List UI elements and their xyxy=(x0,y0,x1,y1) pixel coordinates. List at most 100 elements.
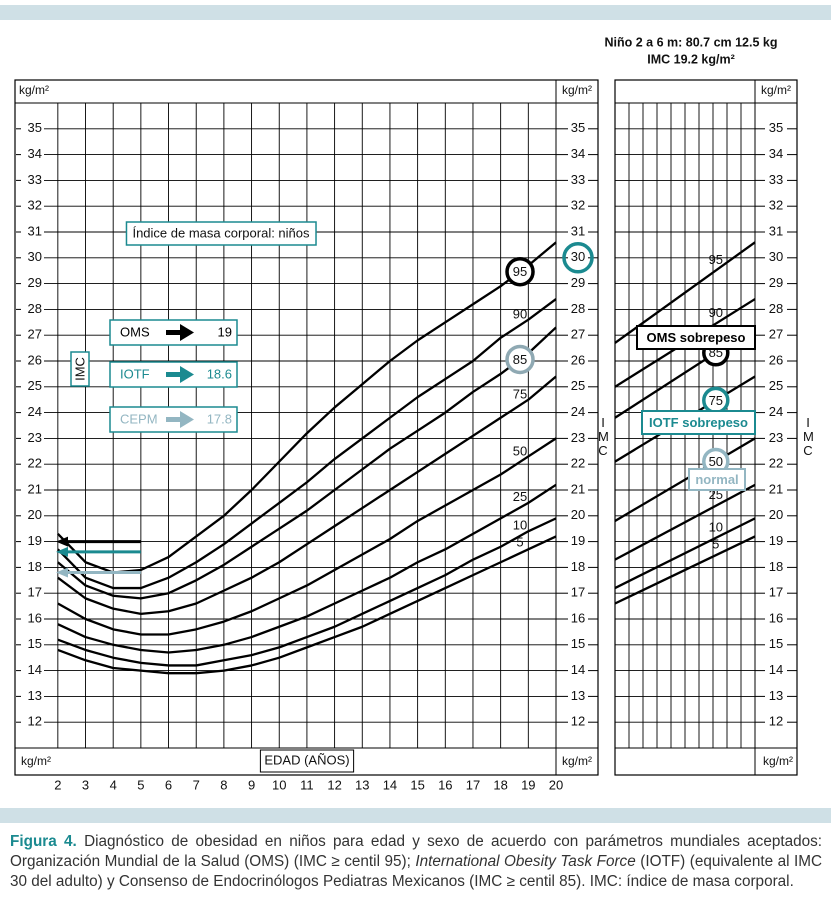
x-tick-label: 2 xyxy=(54,777,61,792)
y-tick-label: 30 xyxy=(769,249,783,264)
y-tick-label: 28 xyxy=(571,301,585,316)
unit-label: kg/m² xyxy=(562,754,592,768)
y-axis-label: IMC xyxy=(803,415,814,458)
y-tick-label: 19 xyxy=(571,533,585,548)
indicator-value: 17.8 xyxy=(207,411,232,426)
title-box xyxy=(125,221,317,246)
percentile-curve xyxy=(57,517,557,667)
percentile-curve xyxy=(57,483,557,654)
indicator-name: OMS xyxy=(120,324,150,339)
y-tick-label: 16 xyxy=(571,610,585,625)
y-tick-label: 30 xyxy=(28,249,42,264)
y-tick-label: 28 xyxy=(28,301,42,316)
series-label: 50 xyxy=(709,454,723,469)
right-curve xyxy=(614,535,756,605)
box-arrow-head xyxy=(180,411,194,428)
box-arrow-head xyxy=(180,324,194,341)
x-tick-label: 8 xyxy=(220,777,227,792)
right-curve xyxy=(614,437,756,522)
series-label: 25 xyxy=(513,489,527,504)
x-tick-label: 11 xyxy=(300,777,314,792)
x-tick-label: 19 xyxy=(521,777,535,792)
y-tick-label: 32 xyxy=(571,198,585,213)
series-label: 50 xyxy=(513,443,527,458)
header-line: Niño 2 a 6 m: 80.7 cm 12.5 kg xyxy=(605,35,778,49)
y-tick-label: 25 xyxy=(571,378,585,393)
imc-box xyxy=(70,351,90,387)
x-tick-label: 4 xyxy=(110,777,117,792)
y-tick-label: 33 xyxy=(769,172,783,187)
series-label: 85 xyxy=(513,352,527,367)
y-tick-label: 22 xyxy=(571,456,585,471)
y-tick-label: 33 xyxy=(28,172,42,187)
y-tick-label: 18 xyxy=(28,559,42,574)
header-line: IMC 19.2 kg/m² xyxy=(647,52,735,66)
imc-label: IMC xyxy=(72,357,87,381)
y-tick-label: 27 xyxy=(571,327,585,342)
indicator-arrow-head xyxy=(56,546,68,557)
y-tick-label: 25 xyxy=(769,378,783,393)
left-frame xyxy=(14,79,599,776)
x-tick-label: 16 xyxy=(438,777,452,792)
y-tick-label: 27 xyxy=(769,327,783,342)
y-tick-label: 18 xyxy=(571,559,585,574)
unit-label: kg/m² xyxy=(562,83,592,97)
figure-label: Figura 4. xyxy=(10,833,77,850)
x-label-box xyxy=(259,749,355,773)
percentile-curve xyxy=(57,326,557,600)
y-tick-label: 20 xyxy=(769,507,783,522)
y-tick-label: 31 xyxy=(769,223,783,238)
percentile-curve xyxy=(57,437,557,636)
y-tick-label: 15 xyxy=(28,636,42,651)
top-band xyxy=(0,5,831,20)
y-tick-label: 12 xyxy=(28,714,42,729)
y-tick-label: 33 xyxy=(571,172,585,187)
x-tick-label: 18 xyxy=(493,777,507,792)
indicator-name: CEPM xyxy=(120,411,158,426)
y-tick-label: 35 xyxy=(28,120,42,135)
series-label: 5 xyxy=(516,535,523,550)
indicator-value: 18.6 xyxy=(207,366,232,381)
y-tick-label: 24 xyxy=(571,404,585,419)
caption-text: (IOTF) (equivalente al IMC 30 del adulto… xyxy=(10,853,823,890)
y-tick-label: 18 xyxy=(769,559,783,574)
x-tick-label: 7 xyxy=(193,777,200,792)
annotation-text: IOTF sobrepeso xyxy=(649,415,748,430)
y-axis-label: IMC xyxy=(598,415,609,458)
indicator-value: 19 xyxy=(218,324,232,339)
annotation-box xyxy=(688,468,746,491)
y-tick-label: 21 xyxy=(769,481,783,496)
y-tick-label: 13 xyxy=(28,688,42,703)
series-label: 90 xyxy=(513,307,527,322)
series-label: 5 xyxy=(712,537,719,552)
y-tick-label: 23 xyxy=(571,430,585,445)
y-tick-label: 20 xyxy=(571,507,585,522)
x-tick-label: 17 xyxy=(466,777,480,792)
annotation-text: OMS sobrepeso xyxy=(647,330,746,345)
indicator-arrow-head xyxy=(56,536,68,547)
y-tick-label: 32 xyxy=(28,198,42,213)
series-label: 75 xyxy=(709,393,723,408)
y-tick-label: 17 xyxy=(571,585,585,600)
y-tick-label: 24 xyxy=(28,404,42,419)
y-tick-label: 15 xyxy=(769,636,783,651)
y-tick-label: 34 xyxy=(571,146,585,161)
y-tick-label: 20 xyxy=(28,507,42,522)
unit-label: kg/m² xyxy=(763,754,793,768)
y-tick-label: 22 xyxy=(28,456,42,471)
y-tick-label: 23 xyxy=(28,430,42,445)
percentile-curve xyxy=(57,241,557,574)
caption: Figura 4. Diagnóstico de obesidad en niñ… xyxy=(10,832,822,892)
annotation-box xyxy=(641,410,756,435)
y-tick-label: 32 xyxy=(769,198,783,213)
y-tick-label: 16 xyxy=(769,610,783,625)
y-tick-label: 26 xyxy=(28,352,42,367)
annotation-box xyxy=(636,325,756,350)
right-frame xyxy=(614,79,798,776)
y-tick-label: 31 xyxy=(28,223,42,238)
y-tick-label: 14 xyxy=(571,662,585,677)
y-tick-label: 21 xyxy=(28,481,42,496)
caption-text: Diagnóstico de obesidad en niños para ed… xyxy=(10,833,823,870)
caption-italic: International Obesity Task Force xyxy=(415,853,636,870)
x-tick-label: 15 xyxy=(410,777,424,792)
